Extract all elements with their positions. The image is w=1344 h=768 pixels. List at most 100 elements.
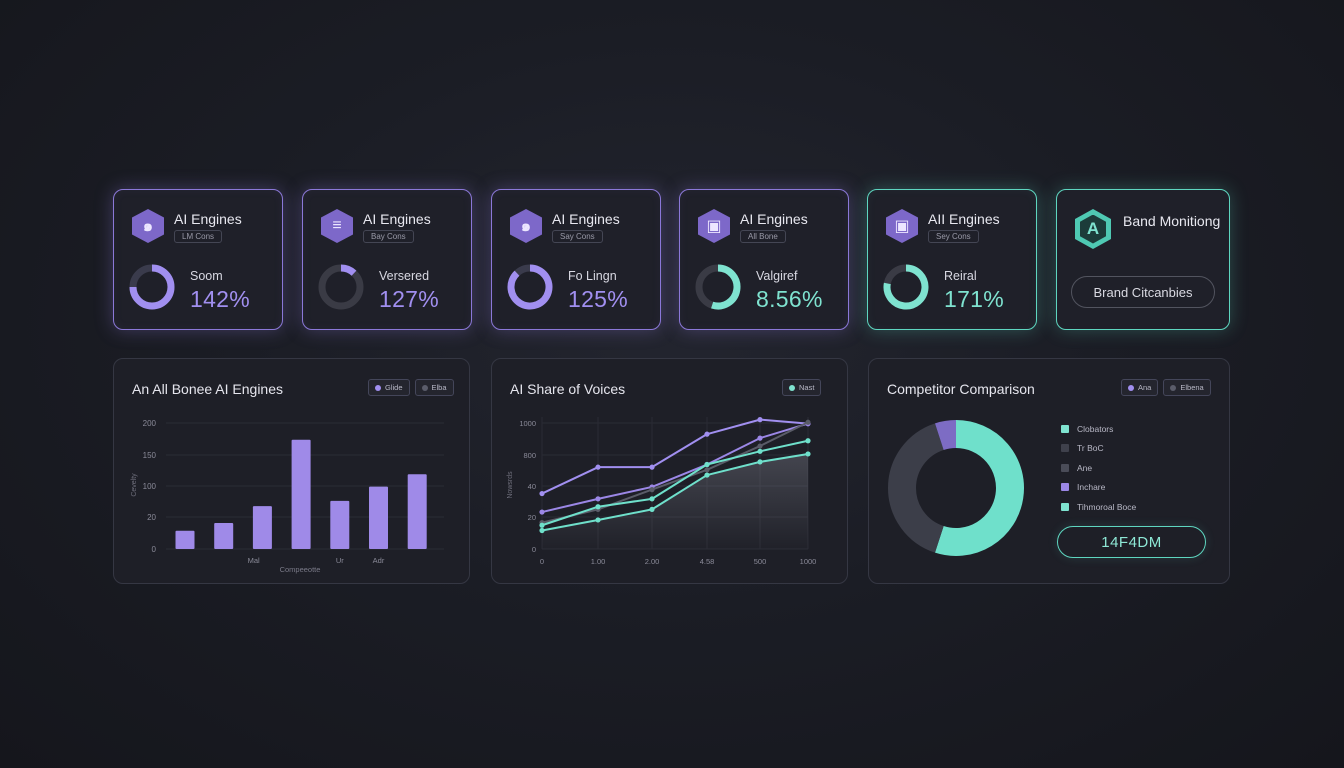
donut-slice	[934, 420, 957, 451]
legend-label: Inchare	[1077, 482, 1106, 493]
legend-label: Tr BoC	[1077, 443, 1104, 454]
legend-chip-label: Glide	[385, 383, 403, 392]
kpi-tag: Sey Cons	[928, 230, 979, 243]
kpi-ring-chart	[129, 264, 175, 310]
series-line	[541, 421, 809, 524]
ring-track	[318, 264, 364, 310]
x-tick-label: 2.00	[645, 557, 660, 566]
competitor-legend-item: Tr BoC	[1061, 439, 1136, 459]
kpi-label: Fo Lingn	[568, 269, 617, 283]
competitor-legend-item: Clobators	[1061, 419, 1136, 439]
hexagon-swirl-icon: ๑	[132, 209, 164, 243]
series-point	[595, 496, 601, 502]
legend-chip[interactable]: Glide	[368, 379, 410, 396]
legend-chip[interactable]: Elba	[414, 379, 454, 396]
legend-chip-label: Elbena	[1180, 383, 1204, 392]
series-point	[539, 522, 545, 528]
legend-chip[interactable]: Ana	[1121, 379, 1159, 396]
kpi-ring-chart	[318, 264, 364, 310]
kpi-value: 142%	[190, 286, 251, 312]
legend-dot	[789, 384, 795, 391]
series-point	[757, 417, 763, 423]
kpi-label: Versered	[379, 269, 430, 283]
legend-label: Clobators	[1077, 423, 1114, 434]
kpi-title: AII Engines	[928, 211, 1000, 227]
series-point	[757, 448, 763, 454]
series-point	[757, 435, 763, 441]
kpi-tag: Say Cons	[552, 230, 603, 243]
kpi-ring-chart	[507, 264, 553, 310]
series-point	[805, 451, 811, 457]
ring-arc	[340, 264, 357, 276]
series-point	[704, 467, 710, 473]
line-legend: Nast	[782, 379, 822, 396]
legend-chip[interactable]: Elbena	[1163, 379, 1211, 396]
kpi-card[interactable]: ≡ AI Engines Bay Cons Versered 127%	[302, 189, 472, 330]
bar	[214, 523, 234, 549]
x-tick-label: Adr	[373, 556, 385, 565]
series-line	[541, 439, 809, 527]
legend-chip-label: Ana	[1138, 383, 1152, 392]
x-tick-label: 4.58	[700, 557, 715, 566]
bar	[330, 500, 350, 549]
kpi-card[interactable]: ▣ AI Engines All Bone Valgiref 8.56%	[679, 189, 849, 330]
kpi-tag: LM Cons	[174, 230, 223, 243]
series-point	[539, 527, 545, 534]
line-panel-title: AI Share of Voices	[510, 381, 626, 397]
donut-chart	[888, 420, 1024, 556]
ring-arc	[711, 264, 741, 310]
legend-swatch	[1061, 483, 1069, 492]
legend-chip-label: Nast	[799, 383, 815, 392]
kpi-value: 127%	[379, 286, 440, 312]
series-point	[805, 419, 811, 425]
x-tick-label: 1.00	[591, 557, 606, 566]
brand-monitoring-card[interactable]: A Band Monitiong Brand Citcanbies	[1056, 189, 1230, 330]
bar	[407, 474, 427, 549]
kpi-ring-chart	[883, 264, 929, 310]
line-chart-panel: AI Share of Voices Nast 1000 800 40 20 0 0 1.0…	[491, 358, 848, 584]
series-point	[704, 461, 710, 468]
competitor-total-button[interactable]: 14F4DM	[1057, 526, 1206, 558]
legend-label: Tihmoroal Boce	[1077, 501, 1137, 512]
series-point	[649, 506, 655, 512]
competitor-panel: Competitor Comparison Ana Elbena Clobator…	[868, 358, 1230, 584]
hexagon-swirl-icon: ๑	[510, 209, 542, 243]
legend-swatch	[1061, 502, 1069, 511]
competitor-panel-title: Competitor Comparison	[887, 381, 1035, 397]
y-tick-label: 20	[528, 513, 536, 522]
legend-chip-label: Elba	[431, 383, 447, 392]
hexagon-layers-icon: ≡	[321, 209, 353, 243]
kpi-card[interactable]: ๑ AI Engines Say Cons Fo Lingn 125%	[491, 189, 661, 330]
y-tick-label: 100	[143, 482, 157, 491]
x-axis-label: Compeeotte	[280, 565, 321, 574]
series-point	[805, 438, 811, 444]
kpi-card[interactable]: ▣ AII Engines Sey Cons Reiral 171%	[867, 189, 1037, 330]
brand-citations-button[interactable]: Brand Citcanbies	[1071, 276, 1215, 308]
donut-slice	[888, 423, 945, 553]
area-fill	[542, 453, 808, 549]
series-point	[539, 490, 545, 497]
kpi-label: Soom	[190, 269, 223, 283]
kpi-title: AI Engines	[740, 211, 808, 227]
y-tick-label: 800	[523, 451, 536, 460]
legend-dot	[1170, 384, 1177, 391]
line-chart: 1000 800 40 20 00 1.00 2.00 4.58 500 1000 Nowsrds	[507, 417, 816, 566]
series-point	[649, 496, 655, 502]
x-tick-label: Ur	[336, 556, 344, 565]
y-tick-label: 20	[147, 513, 156, 522]
kpi-card[interactable]: ๑ AI Engines LM Cons Soom 142%	[113, 189, 283, 330]
y-tick-label: 200	[143, 419, 157, 428]
legend-swatch	[1061, 424, 1069, 433]
y-axis-label: Nowsrds	[507, 471, 514, 499]
legend-label: Ane	[1077, 462, 1093, 473]
series-point	[757, 443, 763, 449]
kpi-tag: Bay Cons	[363, 230, 414, 243]
bar	[252, 506, 272, 549]
legend-chip[interactable]: Nast	[782, 379, 822, 396]
series-line	[541, 452, 809, 532]
bar	[369, 486, 388, 549]
series-point	[704, 472, 710, 478]
series-point	[649, 464, 655, 470]
